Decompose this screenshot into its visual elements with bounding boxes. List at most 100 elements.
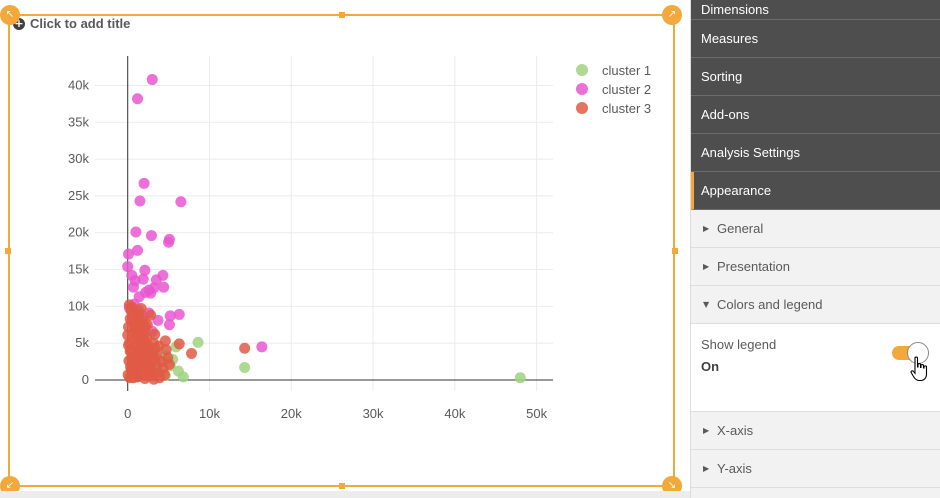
section-label: Add-ons: [701, 107, 750, 122]
show-legend-setting: Show legend On: [691, 324, 940, 412]
appearance-general[interactable]: ▶ General: [691, 210, 940, 248]
section-analysis-settings[interactable]: Analysis Settings: [691, 134, 940, 172]
add-title-button[interactable]: + Click to add title: [13, 16, 130, 31]
section-add-ons[interactable]: Add-ons: [691, 96, 940, 134]
section-appearance[interactable]: Appearance: [691, 172, 940, 210]
x-tick-label: 10k: [199, 406, 220, 421]
legend-swatch: [576, 102, 588, 114]
resize-handle-top-right-icon[interactable]: ↗: [662, 5, 682, 25]
legend-swatch: [576, 64, 588, 76]
y-tick-label: 30k: [68, 151, 89, 166]
item-label: X-axis: [717, 423, 754, 438]
x-tick-label: 0: [124, 406, 131, 421]
data-point: [173, 338, 185, 350]
data-point: [123, 248, 135, 260]
data-point: [145, 309, 157, 321]
y-tick-label: 35k: [68, 114, 89, 129]
data-point: [159, 369, 171, 381]
y-tick-label: 0: [82, 372, 89, 387]
data-point: [163, 319, 175, 331]
data-point: [134, 195, 146, 207]
resize-handle-top[interactable]: [339, 12, 345, 18]
caret-right-icon: ▶: [703, 224, 710, 233]
section-label: Appearance: [701, 183, 772, 198]
y-tick-label: 10k: [68, 298, 89, 313]
scatter-chart-object[interactable]: 0 10k 20k 30k 40k 50k 0 5k 10k 15k 20k 25k 30k 35k 40k…: [0, 0, 690, 498]
legend-label: cluster 3: [602, 101, 651, 116]
x-tick-label: 20k: [281, 406, 302, 421]
data-point: [239, 342, 251, 354]
data-point: [125, 364, 137, 376]
section-label: Measures: [701, 31, 759, 46]
data-point: [132, 93, 144, 105]
data-point: [157, 269, 169, 281]
resize-handle-right[interactable]: [672, 248, 678, 254]
data-point: [256, 341, 268, 353]
data-point: [173, 308, 185, 320]
data-point: [145, 230, 157, 242]
data-point: [192, 336, 204, 348]
caret-right-icon: ▶: [703, 262, 710, 271]
section-label: Dimensions: [701, 2, 769, 17]
show-legend-label: Show legend: [701, 337, 777, 352]
resize-handle-left[interactable]: [5, 248, 11, 254]
section-dimensions[interactable]: Dimensions: [691, 0, 940, 20]
item-label: Colors and legend: [717, 297, 823, 312]
x-tick-label: 50k: [526, 406, 547, 421]
data-point: [135, 303, 147, 315]
appearance-x-axis[interactable]: ▶ X-axis: [691, 412, 940, 450]
data-point: [132, 244, 144, 256]
resize-handle-top-left-icon[interactable]: ↖: [0, 5, 20, 25]
appearance-presentation[interactable]: ▶ Presentation: [691, 248, 940, 286]
legend-label: cluster 1: [602, 63, 651, 78]
title-placeholder: Click to add title: [30, 16, 131, 31]
caret-right-icon: ▶: [703, 464, 710, 473]
data-point: [239, 361, 251, 373]
properties-panel: Dimensions Measures Sorting Add-ons Anal…: [690, 0, 940, 498]
x-tick-label: 40k: [444, 406, 465, 421]
data-point: [175, 196, 187, 208]
scatter-plot: 0 10k 20k 30k 40k 50k 0 5k 10k 15k 20k 25k 30k 35k 40k…: [68, 56, 651, 421]
data-point: [137, 315, 149, 327]
data-point: [172, 365, 184, 377]
y-tick-label: 20k: [68, 225, 89, 240]
data-point: [122, 261, 134, 273]
y-tick-label: 25k: [68, 188, 89, 203]
legend-swatch: [576, 83, 588, 95]
data-point: [158, 281, 170, 293]
item-label: General: [717, 221, 764, 236]
data-point: [138, 177, 150, 189]
section-sorting[interactable]: Sorting: [691, 58, 940, 96]
data-point: [137, 273, 149, 285]
data-point: [139, 264, 151, 276]
appearance-y-axis[interactable]: ▶ Y-axis: [691, 450, 940, 488]
x-tick-label: 30k: [363, 406, 384, 421]
section-measures[interactable]: Measures: [691, 20, 940, 58]
hand-pointer-icon: [910, 356, 928, 382]
data-point: [186, 347, 198, 359]
data-point: [163, 236, 175, 248]
y-tick-label: 40k: [68, 77, 89, 92]
canvas-bottom-edge: [0, 491, 690, 498]
section-label: Sorting: [701, 69, 743, 84]
data-point: [145, 287, 157, 299]
data-point: [127, 281, 139, 293]
data-point: [514, 372, 526, 384]
caret-right-icon: ▶: [703, 426, 710, 435]
y-tick-label: 5k: [75, 335, 89, 350]
show-legend-value: On: [701, 359, 720, 374]
item-label: Y-axis: [717, 461, 752, 476]
data-point: [130, 226, 142, 238]
data-point: [151, 349, 163, 361]
item-label: Presentation: [717, 259, 790, 274]
section-label: Analysis Settings: [701, 145, 800, 160]
y-tick-label: 15k: [68, 262, 89, 277]
appearance-colors-and-legend[interactable]: ▼ Colors and legend: [691, 286, 940, 324]
data-point: [164, 310, 176, 322]
data-point: [162, 352, 174, 364]
resize-handle-bottom[interactable]: [339, 483, 345, 489]
data-point: [146, 74, 158, 86]
caret-down-icon: ▼: [703, 300, 710, 309]
legend-label: cluster 2: [602, 82, 651, 97]
